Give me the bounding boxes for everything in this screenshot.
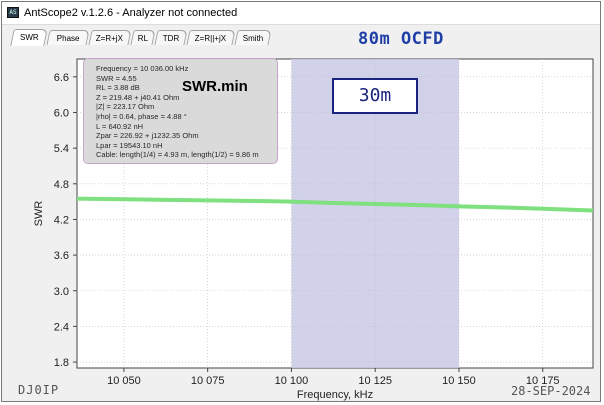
x-tick-label: 10 175 [526,375,560,387]
info-line: Z = 219.48 + j40.41 Ohm [96,92,180,102]
tab-rl[interactable]: RL [130,30,156,45]
y-tick-label: 6.6 [54,72,69,84]
info-line: |rho| = 0.64, phase = 4.88 ° [96,112,187,121]
overlay-title: 80m OCFD [358,29,444,49]
date-stamp: 28-SEP-2024 [511,384,591,398]
y-tick-label: 5.4 [54,143,69,155]
tab-swr[interactable]: SWR [10,29,48,46]
info-line: |Z| = 223.17 Ohm [96,102,155,112]
x-tick-label: 10 150 [442,375,476,387]
y-tick-label: 4.8 [54,179,69,191]
y-tick-label: 3.0 [54,286,69,298]
y-tick-label: 1.8 [54,357,69,369]
x-tick-label: 10 100 [275,375,309,387]
tab-z-parallel[interactable]: Z=R||+jX [186,30,236,45]
swr-trace [76,196,594,213]
marker-info-box: Frequency = 10 036.00 kHz SWR = 4.55 RL = … [83,58,278,164]
window-title: AntScope2 v.1.2.6 - Analyzer not connect… [24,7,238,19]
swr-min-label: SWR.min [182,78,248,95]
info-line: SWR = 4.55 [96,73,137,83]
tab-bar: SWR Phase Z=R+jX RL TDR Z=R||+jX Smith [2,25,600,47]
info-line: Frequency = 10 036.00 kHz [96,64,189,73]
info-line: RL = 3.88 dB [96,83,140,93]
info-line: L = 640.92 nH [96,121,144,131]
y-tick-label: 6.0 [54,107,69,119]
y-tick-label: 2.4 [54,321,69,333]
tab-tdr[interactable]: TDR [154,30,188,45]
y-tick-label: 3.6 [54,250,69,262]
tab-z-rjx[interactable]: Z=R+jX [88,30,132,45]
info-line: Lpar = 19543.10 nH [96,140,163,150]
info-line: Zpar = 226.92 + j1232.35 Ohm [96,131,199,141]
tab-phase[interactable]: Phase [46,30,90,45]
x-tick-label: 10 050 [107,375,141,387]
y-axis-label: SWR [33,201,45,227]
info-line: Cable: length(1/4) = 4.93 m, length(1/2)… [96,150,259,160]
x-axis-label: Frequency, kHz [297,389,373,401]
x-tick-label: 10 125 [358,375,392,387]
tab-smith[interactable]: Smith [234,30,272,45]
app-icon: AS [7,7,19,18]
title-bar: AS AntScope2 v.1.2.6 - Analyzer not conn… [2,2,600,25]
x-tick-label: 10 075 [191,375,225,387]
band-label: 30m [332,78,418,114]
y-tick-label: 4.2 [54,214,69,226]
callsign: DJ0IP [18,383,60,397]
